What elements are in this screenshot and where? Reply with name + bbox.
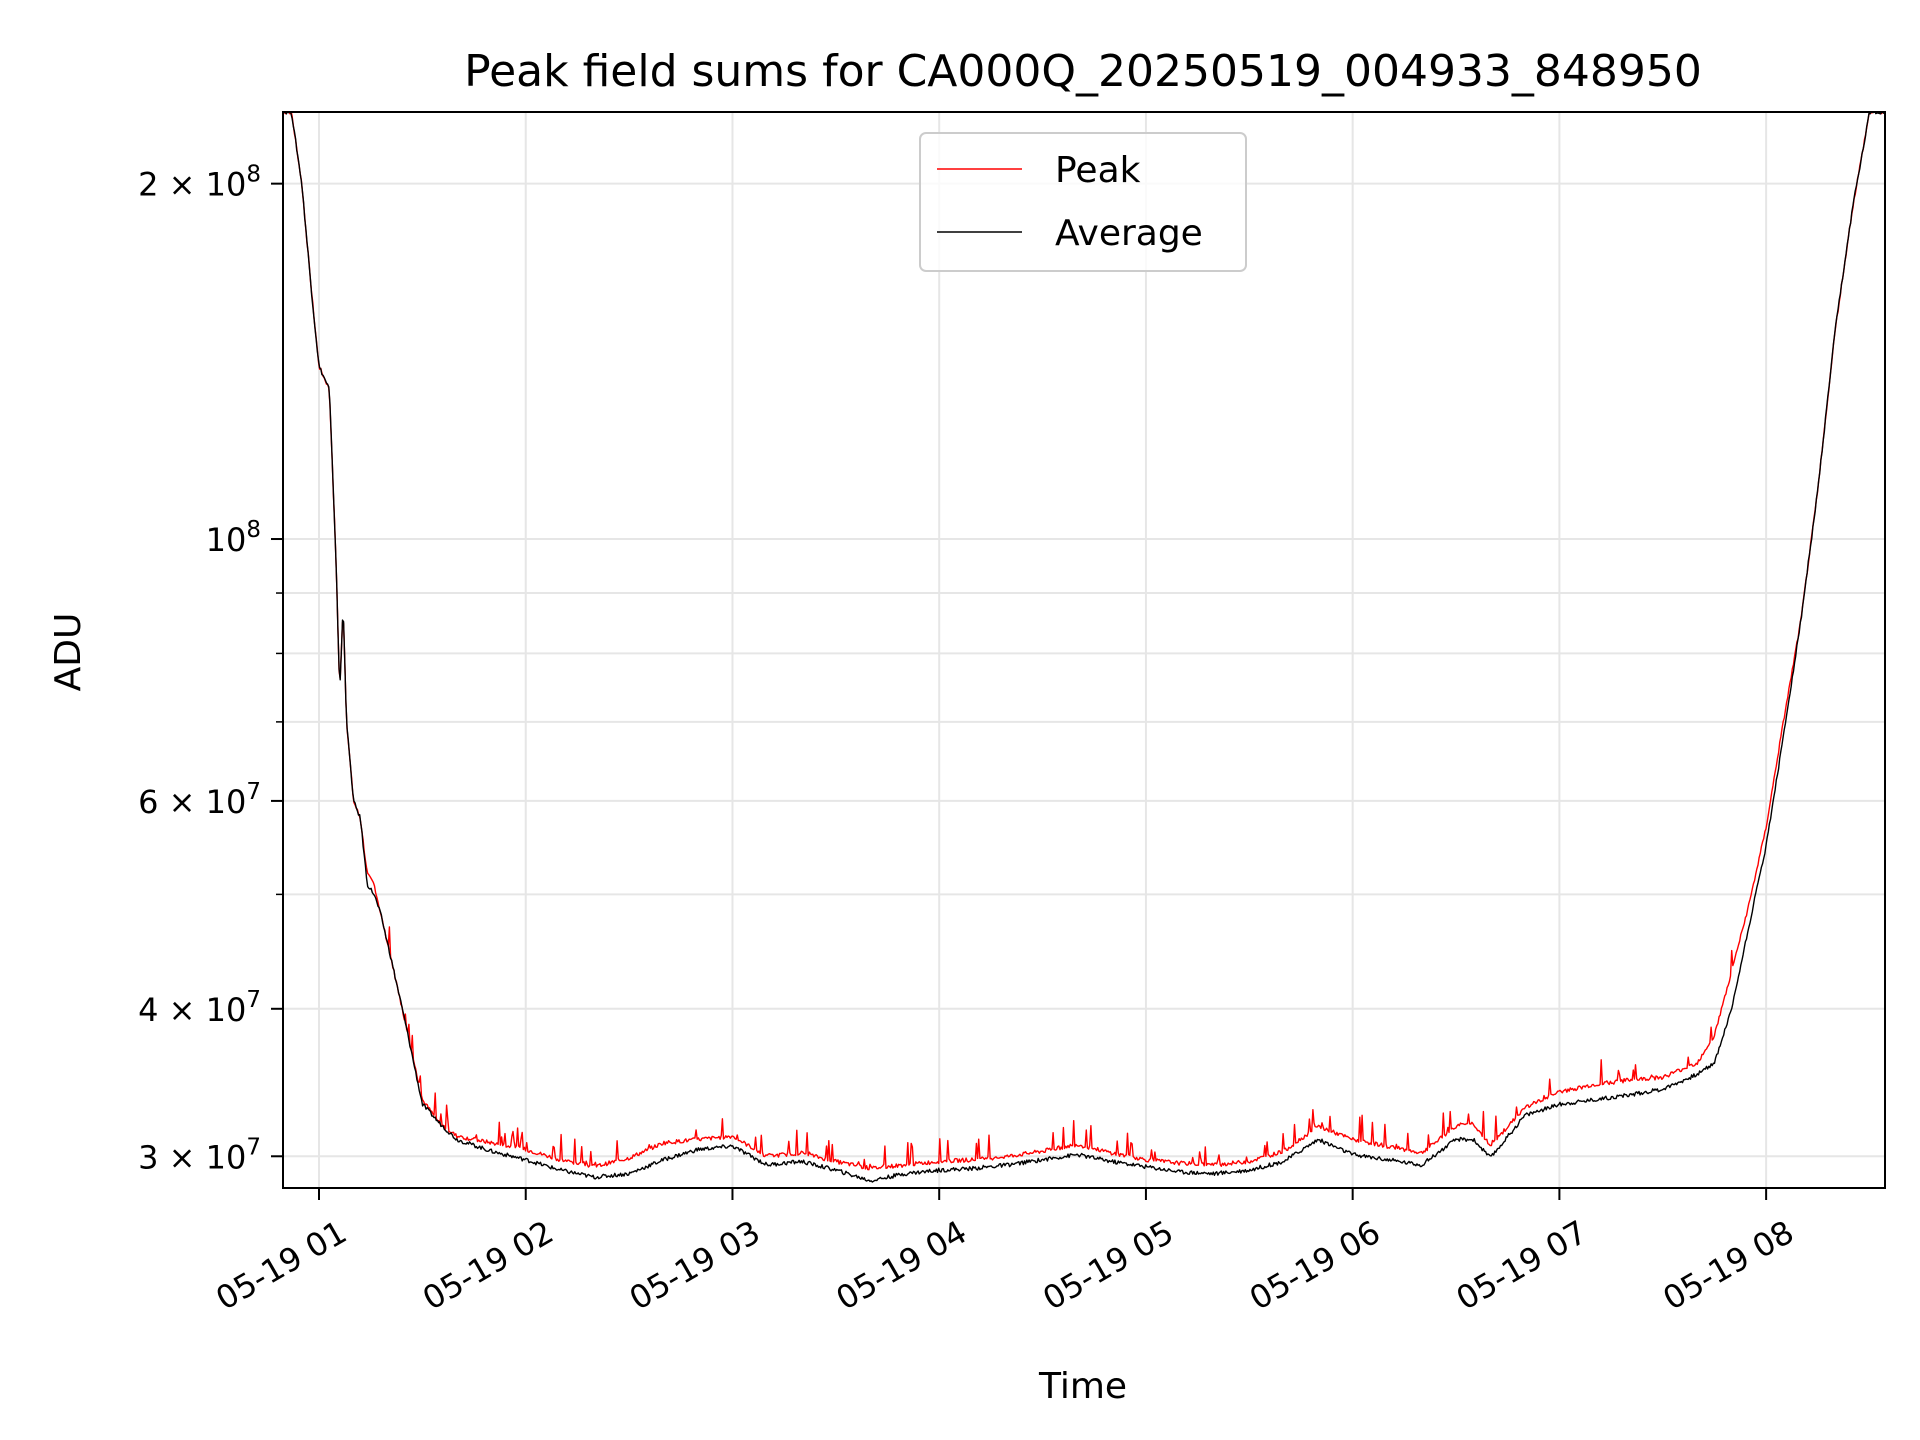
y-tick-label: 108 <box>206 517 261 559</box>
y-axis-label: ADU <box>48 613 89 692</box>
y-tick-label: 4 × 107 <box>138 987 261 1029</box>
y-axis-ticks: 3 × 107 4 × 107 6 × 107 108 2 × 108 <box>138 162 283 1176</box>
y-tick-label: 2 × 108 <box>138 162 261 204</box>
series-line-peak <box>283 112 1885 1171</box>
legend-box <box>919 132 1247 272</box>
legend-label-peak: Peak <box>1055 150 1141 191</box>
legend: Peak Average <box>919 132 1247 272</box>
y-tick-label: 3 × 107 <box>138 1134 261 1176</box>
y-tick-label: 6 × 107 <box>138 779 261 821</box>
x-axis-label: Time <box>1038 1366 1127 1407</box>
plot-frame <box>282 111 1886 1189</box>
legend-label-average: Average <box>1055 213 1203 254</box>
series-layer <box>283 112 1885 1183</box>
series-line-average <box>283 112 1885 1183</box>
chart-title: Peak field sums for CA000Q_20250519_0049… <box>464 46 1702 97</box>
